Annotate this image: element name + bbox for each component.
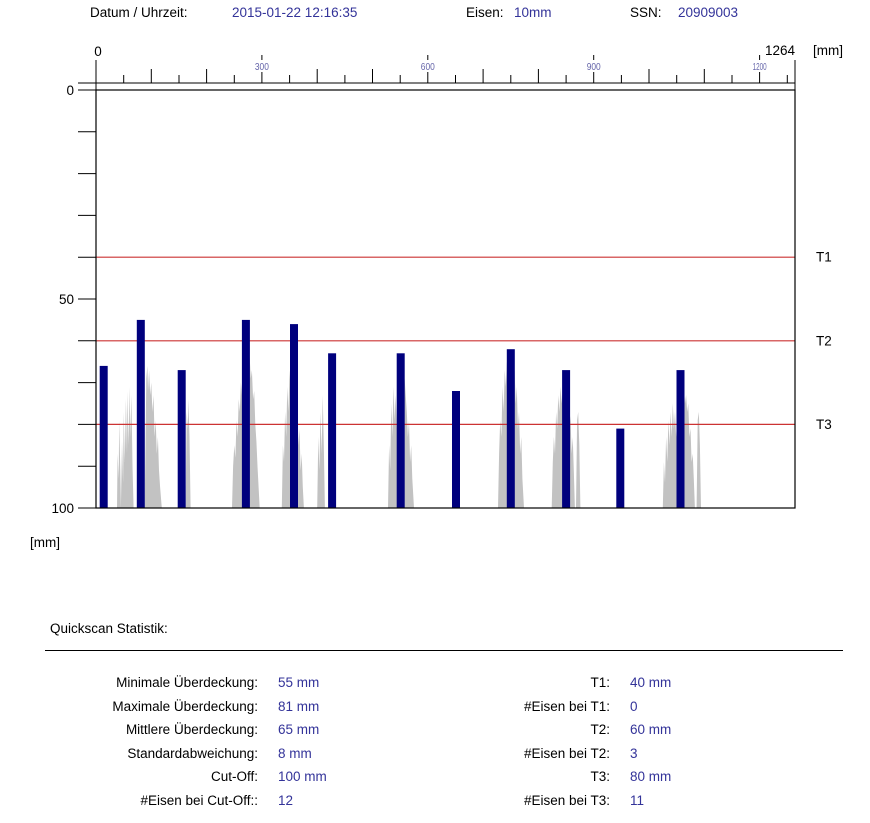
y-axis-unit-label: [mm]: [30, 535, 60, 550]
stats-right-column: T1: 40 mm #Eisen bei T1: 0 T2: 60 mm #Eisen be…: [460, 671, 671, 812]
stat-value: 0: [630, 698, 638, 714]
ssn-label: SSN:: [630, 5, 662, 20]
threshold-label-t2: T2: [816, 333, 832, 348]
stats-divider: [45, 650, 843, 651]
stat-row: T1: 40 mm: [460, 671, 671, 695]
stat-value: 81 mm: [278, 698, 320, 714]
rebar-bar: [136, 319, 145, 508]
rebar-bar: [177, 370, 186, 508]
stat-value: 80 mm: [630, 769, 672, 784]
stat-label: Cut-Off:: [210, 769, 258, 784]
ruler-tick-label: 1200: [753, 62, 767, 73]
stat-value: 11: [630, 792, 645, 808]
datum-value: 2015-01-22 12:16:35: [232, 5, 358, 20]
threshold-label-t1: T1: [816, 250, 832, 265]
stat-row: #Eisen bei Cut-Off:: 12: [60, 789, 327, 813]
ruler-tick-label: 600: [421, 62, 435, 73]
eisen-label: Eisen:: [466, 5, 504, 20]
eisen-value: 10mm: [514, 5, 552, 20]
ruler-tick-label: 900: [587, 62, 601, 73]
stat-label: #Eisen bei Cut-Off::: [140, 792, 258, 808]
stat-row: Mittlere Überdeckung: 65 mm: [60, 718, 327, 742]
stat-value: 40 mm: [630, 675, 672, 690]
stat-label: #Eisen bei T3:: [523, 792, 610, 808]
signal-area: [117, 386, 134, 508]
stat-value: 3: [630, 745, 638, 761]
stat-label: #Eisen bei T2:: [523, 745, 610, 761]
stat-label: Standardabweichung:: [127, 745, 258, 761]
rebar-bar: [241, 319, 250, 508]
ruler-end-label: 1264: [765, 43, 796, 58]
stat-value: 100 mm: [278, 769, 327, 784]
stat-row: T3: 80 mm: [460, 765, 671, 789]
stat-label: T1:: [590, 675, 610, 690]
stat-label: T2:: [590, 722, 610, 737]
stats-heading: Quickscan Statistik:: [50, 621, 168, 636]
stat-row: Cut-Off: 100 mm: [60, 765, 327, 789]
stat-label: Minimale Überdeckung:: [116, 675, 258, 690]
ruler-tick-label: 300: [255, 62, 269, 73]
ssn-value: 20909003: [678, 5, 739, 20]
x-axis-unit-label: [mm]: [813, 43, 843, 58]
quickscan-chart: T1 T2 T3 300 600 900 1200 0 1264 [mm] 0 50 100: [51, 43, 843, 516]
rebar-bar: [616, 428, 625, 508]
stat-row: T2: 60 mm: [460, 718, 671, 742]
stat-value: 60 mm: [630, 722, 672, 737]
rebar-bar: [328, 353, 337, 508]
stat-label: T3:: [590, 769, 610, 784]
signal-area: [402, 378, 414, 508]
depth-tick-label: 100: [51, 501, 74, 516]
rebar-bar: [562, 370, 571, 508]
stat-row: Minimale Überdeckung: 55 mm: [60, 671, 327, 695]
signal-area: [144, 365, 162, 508]
rebar-bar: [676, 370, 685, 508]
rebar-bar: [396, 353, 405, 508]
rebar-bar: [506, 349, 515, 508]
stat-row: Maximale Überdeckung: 81 mm: [60, 695, 327, 719]
rebar-bar: [99, 365, 108, 508]
ruler-start-label: 0: [94, 44, 102, 59]
stats-left-column: Minimale Überdeckung: 55 mm Maximale Überd…: [60, 671, 327, 813]
depth-tick-label: 0: [66, 83, 74, 98]
rebar-bar: [290, 324, 298, 508]
threshold-label-t3: T3: [816, 417, 832, 432]
stat-value: 65 mm: [278, 722, 320, 737]
stat-row: #Eisen bei T2: 3: [460, 742, 671, 766]
rebar-bar: [452, 391, 460, 508]
stat-value: 8 mm: [278, 745, 312, 761]
stat-row: #Eisen bei T3: 11: [460, 789, 671, 813]
datum-label: Datum / Uhrzeit:: [90, 5, 188, 20]
stat-label: Maximale Überdeckung:: [112, 698, 258, 714]
stat-label: #Eisen bei T1:: [523, 698, 610, 714]
signal-area: [317, 395, 325, 508]
stat-value: 12: [278, 792, 294, 808]
stat-label: Mittlere Überdeckung:: [125, 722, 258, 737]
stat-row: #Eisen bei T1: 0: [460, 695, 671, 719]
stat-row: Standardabweichung: 8 mm: [60, 742, 327, 766]
depth-tick-label: 50: [59, 292, 74, 307]
signal-area: [185, 399, 191, 508]
stat-value: 55 mm: [278, 675, 320, 690]
